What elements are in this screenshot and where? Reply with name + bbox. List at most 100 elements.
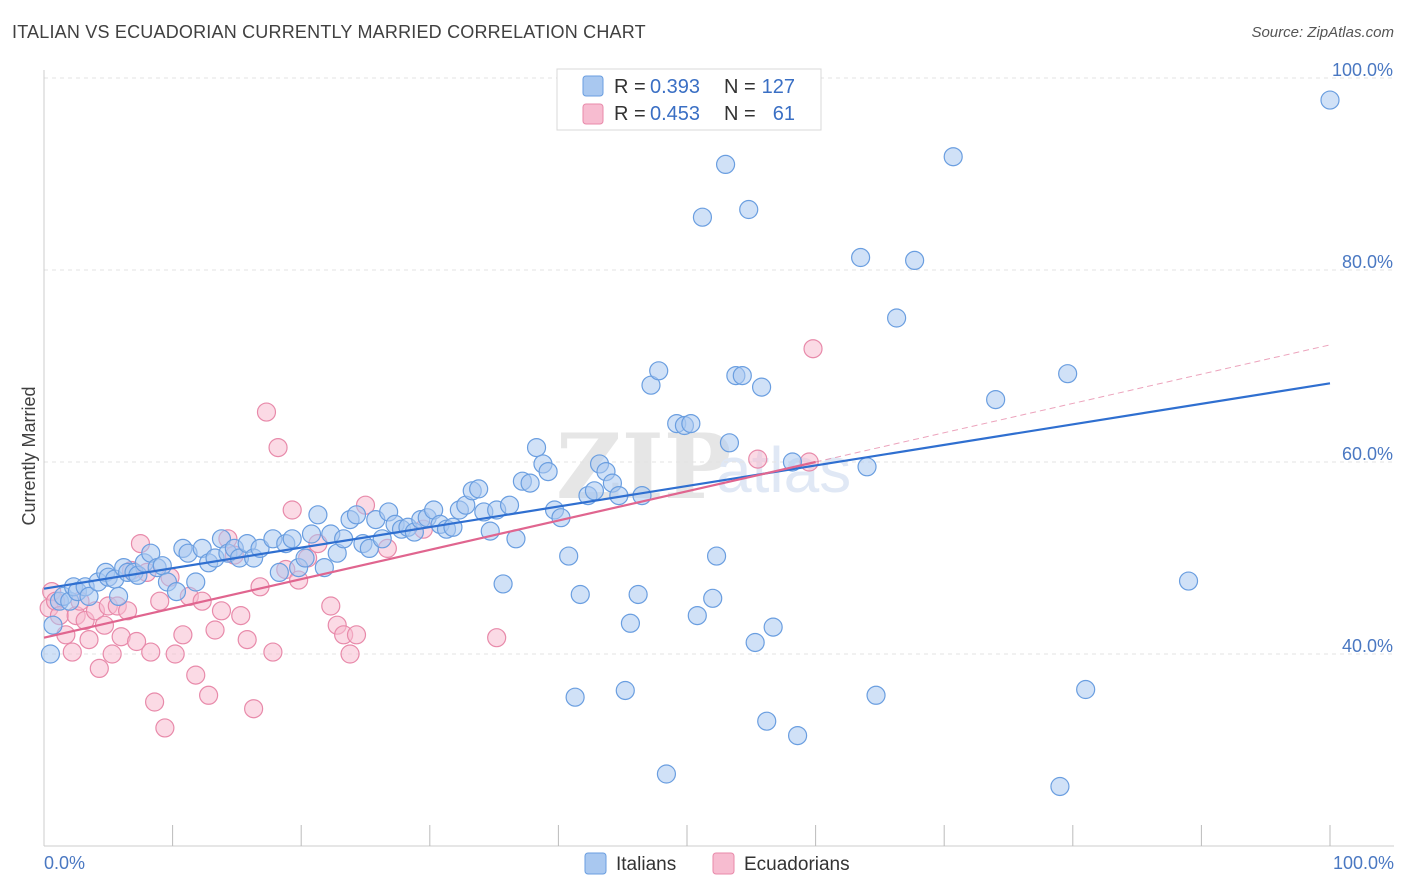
bottom-legend-swatch-ecuadorians — [712, 852, 735, 875]
legend-r-label-ecuadorians: R = — [614, 103, 646, 125]
source-credit: Source: ZipAtlas.com — [1251, 24, 1394, 41]
italians-point — [565, 687, 585, 707]
italians-point — [282, 529, 302, 549]
italians-point — [887, 308, 907, 328]
legend-r-value-ecuadorians: 0.453 — [650, 103, 700, 125]
ecuadorians-point — [340, 644, 360, 664]
italians-point — [1076, 679, 1096, 700]
italians-point — [745, 632, 765, 653]
x-tick-label-max: 100.0% — [1333, 853, 1394, 873]
italians-point — [1050, 776, 1070, 797]
bottom-legend-swatch-italians — [584, 852, 607, 875]
ecuadorians-point — [263, 642, 283, 662]
italians-point — [308, 505, 328, 525]
italians-point — [649, 361, 669, 381]
italians-point — [905, 250, 925, 270]
italians-point — [269, 562, 289, 583]
trend-lines — [43, 344, 1331, 639]
italians-point — [372, 529, 392, 549]
italians-point — [732, 366, 752, 386]
italians-point — [1320, 90, 1340, 110]
ecuadorians-point — [205, 620, 225, 640]
italians-point — [687, 605, 707, 626]
ecuadorians-point — [231, 605, 251, 626]
italians-point — [346, 505, 367, 525]
ecuadorians-point — [321, 596, 341, 616]
italians-point — [40, 644, 61, 664]
ecuadorians-point — [244, 699, 264, 719]
italians-point — [186, 572, 206, 592]
ecuadorians-point — [211, 601, 232, 621]
italians-point — [559, 546, 579, 566]
italians-point — [692, 207, 713, 227]
italians-point — [751, 377, 772, 397]
italians-point — [851, 247, 871, 268]
legend-n-label-ecuadorians: N = — [724, 103, 756, 125]
x-ticks — [172, 825, 1331, 846]
italians-point — [152, 556, 172, 576]
y-tick-label: 40.0% — [1342, 636, 1393, 656]
ecuadorians-point — [268, 438, 288, 458]
ecuadorians-point — [62, 642, 82, 662]
stats-legend: R = 0.393 N = 127 R = 0.453 N = 61 — [556, 68, 822, 131]
italians-point — [615, 680, 635, 701]
italians-point — [986, 390, 1006, 410]
italians-point — [520, 473, 540, 493]
legend-r-value-italians: 0.393 — [650, 76, 700, 98]
italians-point — [1058, 364, 1078, 384]
italians-point — [628, 584, 648, 605]
italians-point — [295, 548, 315, 568]
ecuadorians-point — [89, 658, 109, 679]
italians-point — [359, 538, 379, 559]
legend-swatch-ecuadorians — [582, 103, 604, 125]
legend-n-value-ecuadorians: 61 — [773, 103, 795, 125]
italians-point — [620, 613, 641, 633]
italians-point — [166, 581, 187, 602]
bottom-legend-label-italians: Italians — [616, 854, 676, 875]
italians-point — [79, 586, 99, 607]
ecuadorians-point — [803, 339, 823, 359]
italians-point — [301, 524, 322, 544]
ecuadorians-point — [256, 402, 277, 422]
legend-r-label-italians: R = — [614, 76, 646, 98]
y-axis-title: Currently Married — [19, 386, 39, 525]
italians-point — [584, 481, 605, 501]
bottom-legend-label-ecuadorians: Ecuadorians — [744, 854, 850, 875]
ecuadorians-point — [102, 644, 122, 664]
chart-title: ITALIAN VS ECUADORIAN CURRENTLY MARRIED … — [12, 22, 646, 42]
ecuadorians-point — [173, 625, 193, 645]
ecuadorians-point — [79, 629, 99, 650]
italians-point — [656, 764, 677, 784]
italians-point — [866, 685, 886, 705]
italians-point — [443, 517, 463, 537]
italians-point — [763, 617, 783, 637]
ecuadorians-point — [165, 644, 185, 664]
y-tick-label: 60.0% — [1342, 444, 1393, 464]
ecuadorians-point — [186, 665, 206, 685]
trend-line-italians — [43, 382, 1331, 590]
ecuadorians-point — [282, 500, 302, 520]
italians-point — [739, 199, 759, 220]
ecuadorians-point — [117, 601, 138, 621]
italians-point — [681, 414, 701, 434]
legend-n-value-italians: 127 — [762, 76, 795, 98]
italians-point — [703, 588, 723, 608]
ecuadorians-point — [346, 625, 367, 645]
italians-point — [787, 725, 808, 746]
legend-n-label-italians: N = — [724, 76, 756, 98]
ecuadorians-point — [155, 718, 175, 738]
italians-point — [1178, 571, 1199, 591]
italians-point — [469, 479, 489, 499]
trend-line-ecuadorians-extension — [815, 344, 1331, 463]
ecuadorians-point — [199, 685, 219, 705]
legend-swatch-italians — [582, 75, 604, 97]
y-tick-label: 100.0% — [1332, 60, 1393, 80]
ecuadorians-point — [141, 642, 161, 662]
italians-point — [108, 586, 129, 607]
italians-point — [719, 433, 740, 453]
ecuadorians-point — [237, 629, 257, 650]
axes — [43, 70, 1394, 847]
italians-point — [43, 615, 63, 635]
italians-point — [857, 457, 877, 477]
